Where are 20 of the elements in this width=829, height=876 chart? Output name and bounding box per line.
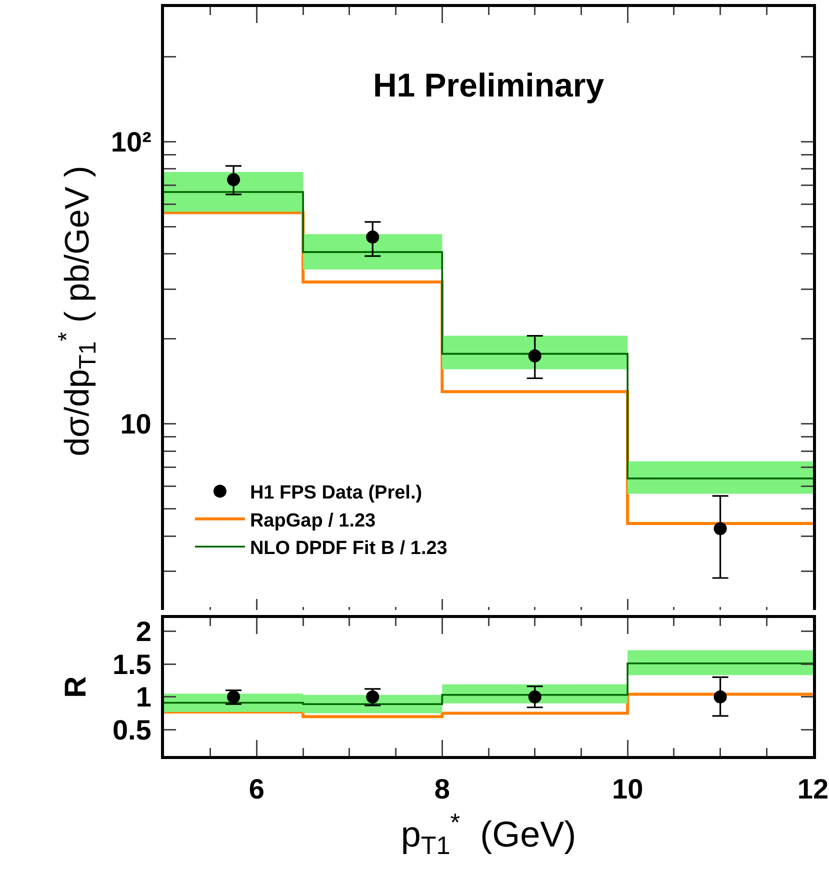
point bbox=[366, 230, 380, 244]
y-tick-label: 10 bbox=[120, 408, 152, 440]
legend-label: H1 FPS Data (Prel.) bbox=[250, 482, 422, 504]
x-axis-title: p$_{T1}$$^{*}$ (GeV) bbox=[400, 809, 576, 860]
x-tick-label: 12 bbox=[797, 774, 829, 805]
legend-label: NLO DPDF Fit B / 1.23 bbox=[250, 538, 448, 560]
y-tick-label: 1.5 bbox=[112, 648, 152, 680]
point bbox=[714, 522, 727, 536]
x-tick-label: 10 bbox=[612, 774, 644, 805]
text: H1 Preliminary bbox=[372, 66, 605, 104]
point bbox=[528, 349, 542, 362]
point bbox=[227, 173, 240, 186]
y-tick-label: 1 bbox=[136, 682, 152, 713]
y-tick-label: 0.5 bbox=[112, 714, 152, 746]
y-axis-title: R bbox=[59, 676, 92, 698]
x-tick-label: 8 bbox=[434, 774, 450, 805]
x-tick-label: 6 bbox=[248, 774, 264, 805]
y-tick-label: 2 bbox=[136, 616, 152, 647]
legend-label: RapGap / 1.23 bbox=[250, 510, 376, 532]
y-tick-label: 10² bbox=[110, 126, 152, 158]
